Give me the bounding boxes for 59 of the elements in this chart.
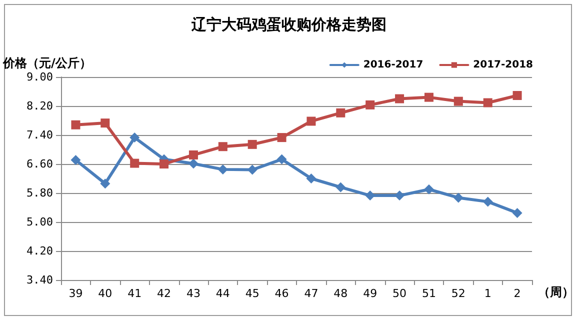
y-tick-label: 7.40	[26, 128, 53, 142]
legend-label: 2017-2018	[473, 60, 534, 70]
point	[336, 108, 346, 118]
x-tick-label: 42	[157, 287, 172, 300]
y-axis-title: 价格（元/公斤）	[2, 56, 92, 70]
point	[100, 178, 110, 189]
point	[454, 96, 463, 106]
point	[336, 182, 346, 192]
point	[512, 90, 522, 100]
point	[100, 118, 110, 128]
x-tick-label: 46	[274, 287, 289, 300]
point	[130, 158, 140, 168]
x-tick-label: 41	[128, 287, 142, 300]
point	[70, 155, 81, 166]
point	[306, 174, 316, 184]
point	[394, 190, 405, 201]
point	[160, 160, 169, 168]
x-tick-label: 51	[422, 287, 436, 300]
point	[247, 164, 258, 175]
point	[424, 92, 434, 102]
x-tick-label: 50	[392, 287, 407, 300]
x-tick-label: 49	[363, 287, 378, 300]
point	[218, 142, 228, 152]
legend-label: 2016-2017	[363, 60, 424, 70]
point	[248, 140, 257, 149]
point	[395, 94, 404, 104]
point	[277, 133, 286, 142]
point	[188, 158, 198, 169]
point	[512, 208, 522, 218]
point	[276, 154, 287, 164]
y-tick-label: 8.20	[26, 100, 53, 112]
chart-title: 辽宁大码鸡蛋收购价格走势图	[190, 16, 386, 34]
x-tick-label: 40	[98, 287, 112, 300]
point	[130, 132, 140, 143]
y-tick-label: 3.40	[26, 274, 53, 286]
x-tick-label: 2	[514, 287, 521, 300]
point	[306, 116, 316, 126]
point	[218, 164, 228, 174]
y-tick-label: 4.20	[26, 244, 53, 258]
y-tick-label: 5.80	[26, 186, 53, 200]
point	[453, 192, 464, 203]
y-tick-label: 9.00	[26, 70, 53, 84]
x-tick-label: 44	[216, 287, 230, 300]
x-tick-label: 43	[186, 287, 200, 300]
x-axis-title: （周）	[538, 285, 574, 299]
y-tick-label: 6.60	[26, 158, 53, 170]
y-tick-label: 5.00	[26, 216, 53, 228]
point	[424, 184, 434, 194]
x-tick-label: 47	[304, 287, 318, 300]
x-tick-label: 52	[451, 287, 466, 300]
point	[482, 196, 493, 207]
x-tick-label: 48	[334, 287, 348, 300]
x-tick-label: 39	[68, 287, 83, 300]
x-tick-label: 45	[245, 287, 260, 300]
point	[483, 98, 492, 108]
point	[188, 150, 198, 160]
x-tick-label: 1	[484, 287, 492, 300]
point	[366, 100, 375, 110]
point	[71, 120, 80, 130]
